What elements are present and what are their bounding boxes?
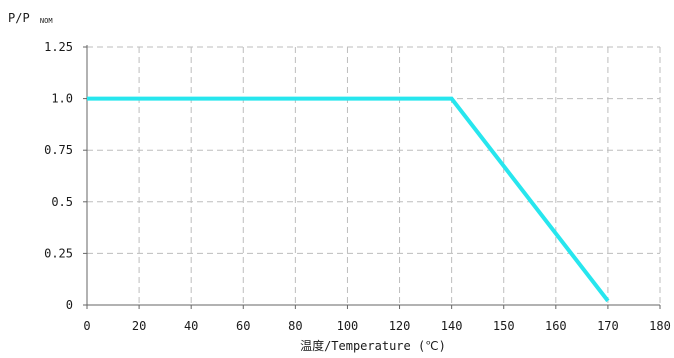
x-tick-label: 40: [184, 319, 198, 333]
axes: [83, 45, 661, 309]
y-tick-label: 0.5: [51, 195, 73, 209]
x-tick-label: 80: [288, 319, 302, 333]
y-tick-label: 1.25: [44, 40, 73, 54]
y-tick-label: 0.25: [44, 246, 73, 260]
y-axis-title-sub: NOM: [40, 17, 53, 25]
y-axis-title: P/P NOM: [8, 11, 53, 25]
x-tick-label: 0: [83, 319, 90, 333]
x-tick-label: 150: [493, 319, 515, 333]
y-tick-label: 0: [66, 298, 73, 312]
x-tick-labels: 0 20 40 60 80 100 120 140 150 160 170 180: [83, 319, 670, 333]
series-layer: [87, 96, 610, 303]
y-tick-labels: 0 0.25 0.5 0.75 1.0 1.25: [44, 40, 73, 312]
x-tick-label: 100: [337, 319, 359, 333]
x-tick-label: 180: [649, 319, 671, 333]
x-tick-label: 60: [236, 319, 250, 333]
y-tick-label: 1.0: [51, 92, 73, 106]
x-axis-title: 温度/Temperature (℃): [300, 338, 446, 353]
x-tick-label: 20: [132, 319, 146, 333]
x-tick-label: 140: [441, 319, 463, 333]
y-tick-label: 0.75: [44, 143, 73, 157]
y-axis-title-main: P/P: [8, 11, 30, 25]
grid-lines: [87, 46, 661, 305]
x-tick-label: 160: [545, 319, 567, 333]
x-tick-label: 120: [389, 319, 411, 333]
x-tick-label: 170: [597, 319, 619, 333]
series-line: [87, 96, 610, 303]
